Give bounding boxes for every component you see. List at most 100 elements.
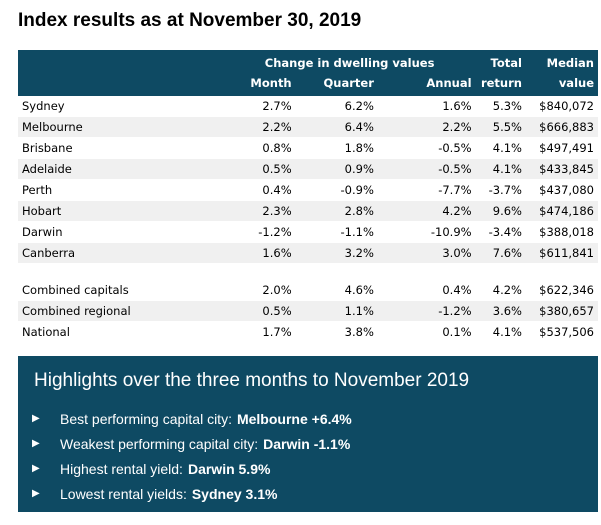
table-spacer: [18, 264, 598, 281]
cell-annual: 1.6%: [377, 96, 476, 117]
header-median-top: Median: [525, 50, 598, 73]
highlight-label: Best performing capital city:: [60, 410, 232, 427]
row-name: Melbourne: [18, 116, 224, 138]
row-name: Brisbane: [18, 137, 224, 159]
cell-total: 4.1%: [475, 321, 526, 343]
row-name: Hobart: [18, 200, 224, 222]
cell-quarter: 6.2%: [295, 96, 378, 117]
cell-annual: 4.2%: [377, 200, 476, 222]
cell-quarter: 3.8%: [295, 321, 378, 343]
cell-annual: -7.7%: [377, 179, 476, 201]
row-name: Combined capitals: [18, 280, 224, 301]
cell-annual: 3.0%: [377, 242, 476, 264]
row-name: Combined regional: [18, 300, 224, 322]
cell-month: 1.7%: [223, 321, 296, 343]
table-row: Melbourne 2.2% 6.4% 2.2% 5.5% $666,883: [18, 116, 598, 138]
highlights-panel: Highlights over the three months to Nove…: [18, 356, 598, 512]
cell-median: $497,491: [525, 137, 598, 159]
row-name: Darwin: [18, 221, 224, 243]
cell-annual: 0.1%: [377, 321, 476, 343]
index-results-table-container: Change in dwelling values Total Median M…: [18, 50, 598, 343]
cell-month: -1.2%: [223, 221, 296, 243]
cell-median: $840,072: [525, 96, 598, 117]
triangle-right-icon: ▶: [32, 488, 40, 499]
cell-month: 0.5%: [223, 300, 296, 322]
cell-median: $622,346: [525, 280, 598, 301]
header-change-group: Change in dwelling values: [223, 50, 476, 73]
highlight-label: Highest rental yield:: [60, 460, 183, 477]
cell-total: -3.7%: [475, 179, 526, 201]
cell-annual: -0.5%: [377, 158, 476, 180]
cell-total: 5.3%: [475, 96, 526, 117]
header-total-top: Total: [475, 50, 526, 73]
highlight-value: Sydney 3.1%: [191, 485, 278, 502]
header-blank: [18, 50, 224, 73]
cell-annual: -10.9%: [377, 221, 476, 243]
table-header: Change in dwelling values Total Median M…: [18, 50, 598, 96]
cell-quarter: 1.1%: [295, 300, 378, 322]
highlights-list: ▶ Best performing capital city: Melbourne …: [32, 406, 352, 506]
table-row: Brisbane 0.8% 1.8% -0.5% 4.1% $497,491: [18, 137, 598, 159]
cell-total: 9.6%: [475, 200, 526, 222]
header-return: return: [475, 73, 526, 96]
cell-quarter: 1.8%: [295, 137, 378, 159]
cell-total: 5.5%: [475, 116, 526, 138]
cell-month: 2.7%: [223, 96, 296, 117]
cell-quarter: 2.8%: [295, 200, 378, 222]
cell-annual: -1.2%: [377, 300, 476, 322]
highlight-item: ▶ Lowest rental yields: Sydney 3.1%: [32, 481, 352, 506]
cell-total: -3.4%: [475, 221, 526, 243]
cell-total: 4.1%: [475, 158, 526, 180]
highlight-label: Weakest performing capital city:: [60, 435, 259, 452]
cell-quarter: 0.9%: [295, 158, 378, 180]
cell-quarter: 6.4%: [295, 116, 378, 138]
index-results-table: Change in dwelling values Total Median M…: [18, 50, 598, 343]
cell-total: 4.1%: [475, 137, 526, 159]
table-row: National 1.7% 3.8% 0.1% 4.1% $537,506: [18, 321, 598, 343]
header-month: Month: [223, 73, 296, 96]
cell-median: $437,080: [525, 179, 598, 201]
header-blank-2: [18, 73, 224, 96]
row-name: Canberra: [18, 242, 224, 264]
cell-month: 0.4%: [223, 179, 296, 201]
header-annual: Annual: [377, 73, 476, 96]
highlight-value: Melbourne +6.4%: [236, 410, 352, 427]
cell-median: $474,186: [525, 200, 598, 222]
cell-total: 7.6%: [475, 242, 526, 264]
table-row: Adelaide 0.5% 0.9% -0.5% 4.1% $433,845: [18, 158, 598, 180]
cell-month: 0.5%: [223, 158, 296, 180]
highlight-item: ▶ Weakest performing capital city: Darwin …: [32, 431, 352, 456]
page-title: Index results as at November 30, 2019: [18, 10, 362, 31]
table-row: Canberra 1.6% 3.2% 3.0% 7.6% $611,841: [18, 242, 598, 264]
table-row: Perth 0.4% -0.9% -7.7% -3.7% $437,080: [18, 179, 598, 201]
row-name: Sydney: [18, 96, 224, 117]
cell-total: 4.2%: [475, 280, 526, 301]
cell-annual: -0.5%: [377, 137, 476, 159]
cell-median: $380,657: [525, 300, 598, 322]
cell-month: 2.2%: [223, 116, 296, 138]
table-body: Sydney 2.7% 6.2% 1.6% 5.3% $840,072 Melbourne 2…: [18, 96, 598, 343]
highlight-value: Darwin 5.9%: [187, 460, 271, 477]
cell-annual: 0.4%: [377, 280, 476, 301]
cell-median: $388,018: [525, 221, 598, 243]
cell-quarter: 3.2%: [295, 242, 378, 264]
cell-month: 2.0%: [223, 280, 296, 301]
row-name: National: [18, 321, 224, 343]
table-row: Darwin -1.2% -1.1% -10.9% -3.4% $388,018: [18, 221, 598, 243]
table-row: Combined capitals 2.0% 4.6% 0.4% 4.2% $622,34…: [18, 280, 598, 301]
triangle-right-icon: ▶: [32, 463, 40, 474]
table-row: Sydney 2.7% 6.2% 1.6% 5.3% $840,072: [18, 96, 598, 117]
cell-median: $537,506: [525, 321, 598, 343]
cell-month: 2.3%: [223, 200, 296, 222]
cell-median: $433,845: [525, 158, 598, 180]
triangle-right-icon: ▶: [32, 438, 40, 449]
cell-median: $611,841: [525, 242, 598, 264]
cell-annual: 2.2%: [377, 116, 476, 138]
table-row: Hobart 2.3% 2.8% 4.2% 9.6% $474,186: [18, 200, 598, 222]
cell-quarter: 4.6%: [295, 280, 378, 301]
table-row: Combined regional 0.5% 1.1% -1.2% 3.6% $380,6…: [18, 300, 598, 322]
row-name: Adelaide: [18, 158, 224, 180]
highlights-title: Highlights over the three months to Nove…: [34, 370, 470, 391]
triangle-right-icon: ▶: [32, 413, 40, 424]
header-quarter: Quarter: [295, 73, 378, 96]
